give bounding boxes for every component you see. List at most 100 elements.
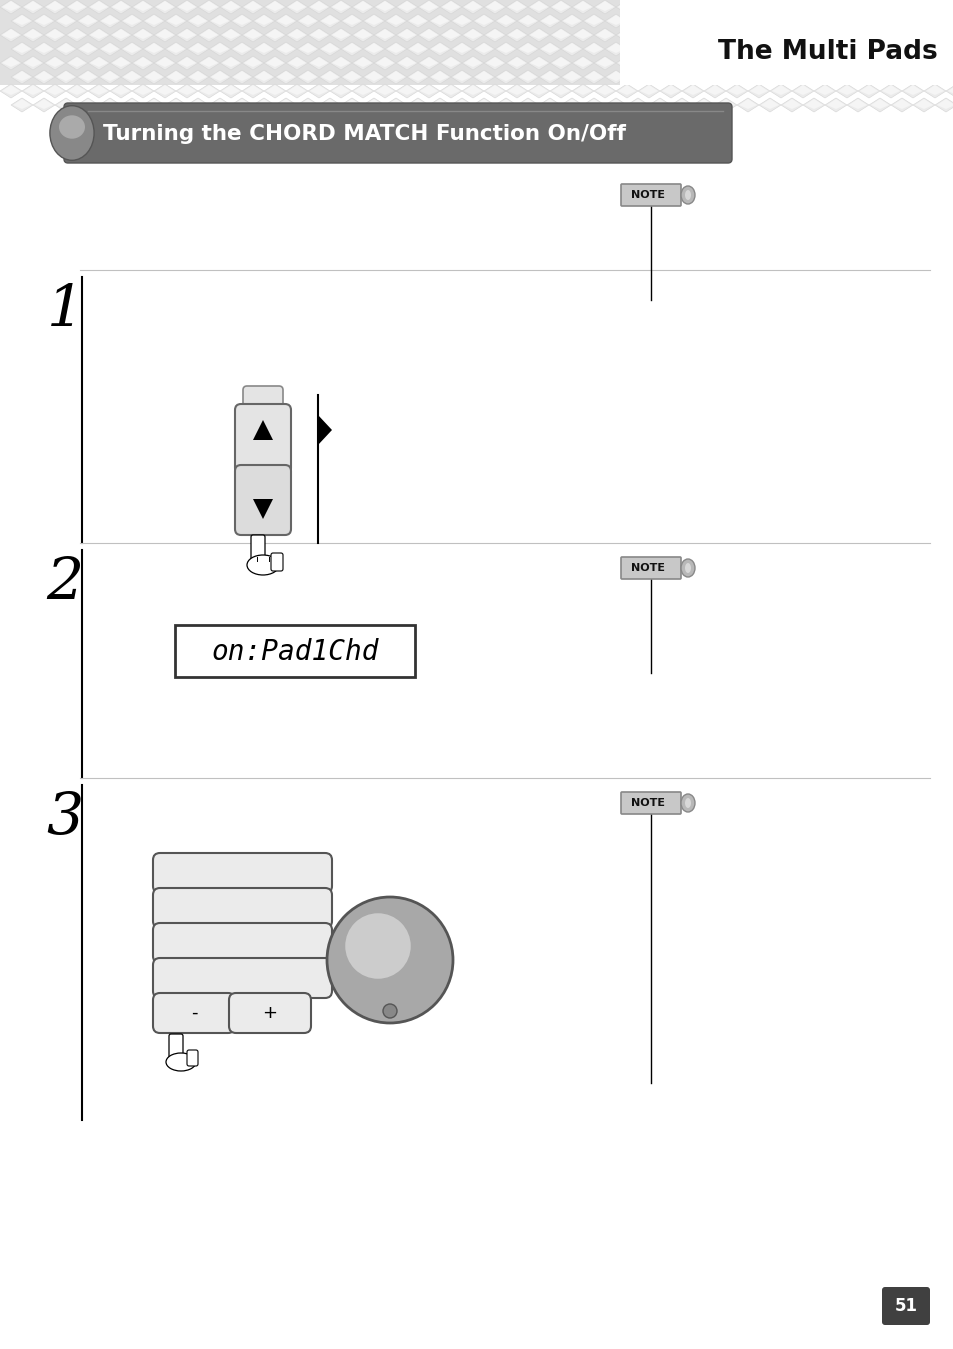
Polygon shape	[781, 98, 802, 112]
Polygon shape	[890, 42, 912, 57]
Polygon shape	[13, 71, 30, 81]
Polygon shape	[276, 98, 294, 109]
Polygon shape	[318, 98, 340, 112]
Polygon shape	[121, 13, 143, 28]
Polygon shape	[0, 57, 22, 70]
Polygon shape	[187, 13, 209, 28]
Polygon shape	[892, 98, 910, 109]
Polygon shape	[518, 98, 537, 109]
Polygon shape	[133, 57, 152, 67]
Polygon shape	[747, 84, 769, 98]
Polygon shape	[703, 84, 725, 98]
Polygon shape	[451, 70, 473, 84]
Polygon shape	[167, 71, 185, 81]
Bar	[0, 0, 953, 85]
FancyBboxPatch shape	[152, 923, 332, 963]
Polygon shape	[22, 84, 44, 98]
Polygon shape	[859, 28, 877, 39]
Polygon shape	[220, 57, 242, 70]
Polygon shape	[286, 28, 308, 42]
Polygon shape	[429, 98, 451, 112]
Polygon shape	[22, 28, 44, 42]
Polygon shape	[374, 28, 395, 42]
FancyBboxPatch shape	[620, 557, 680, 579]
Polygon shape	[791, 0, 813, 13]
Polygon shape	[868, 98, 890, 112]
Polygon shape	[582, 13, 604, 28]
Polygon shape	[288, 57, 306, 67]
Polygon shape	[198, 28, 220, 42]
Polygon shape	[0, 0, 22, 13]
Polygon shape	[540, 15, 558, 26]
Polygon shape	[681, 0, 703, 13]
Polygon shape	[254, 98, 273, 109]
Text: 1: 1	[47, 282, 84, 339]
Polygon shape	[189, 98, 207, 109]
Polygon shape	[209, 13, 231, 28]
Polygon shape	[638, 0, 659, 13]
Polygon shape	[88, 28, 110, 42]
Polygon shape	[121, 98, 143, 112]
Polygon shape	[365, 15, 382, 26]
Polygon shape	[802, 42, 824, 57]
Polygon shape	[791, 84, 813, 98]
Polygon shape	[626, 70, 648, 84]
Polygon shape	[68, 1, 86, 11]
Polygon shape	[178, 85, 195, 94]
Polygon shape	[947, 1, 953, 11]
Polygon shape	[132, 0, 153, 13]
Polygon shape	[332, 85, 350, 94]
Polygon shape	[156, 57, 173, 67]
Polygon shape	[254, 15, 273, 26]
Polygon shape	[552, 1, 569, 11]
Polygon shape	[925, 1, 943, 11]
Polygon shape	[791, 57, 813, 70]
Polygon shape	[945, 0, 953, 13]
Polygon shape	[463, 28, 481, 39]
Polygon shape	[527, 28, 550, 42]
Polygon shape	[594, 84, 616, 98]
Polygon shape	[461, 84, 483, 98]
Ellipse shape	[166, 1054, 195, 1071]
Polygon shape	[574, 85, 592, 94]
Polygon shape	[846, 13, 868, 28]
Polygon shape	[200, 1, 218, 11]
Polygon shape	[77, 42, 99, 57]
Polygon shape	[320, 71, 338, 81]
Polygon shape	[187, 42, 209, 57]
Text: -: -	[191, 1004, 197, 1023]
Circle shape	[382, 1004, 396, 1018]
Polygon shape	[497, 15, 515, 26]
Polygon shape	[650, 15, 668, 26]
Polygon shape	[717, 43, 734, 53]
Polygon shape	[507, 85, 525, 94]
Polygon shape	[145, 43, 163, 53]
Polygon shape	[596, 1, 614, 11]
Polygon shape	[35, 43, 53, 53]
Polygon shape	[727, 85, 745, 94]
Polygon shape	[354, 1, 372, 11]
Polygon shape	[912, 13, 934, 28]
Polygon shape	[760, 71, 779, 81]
Polygon shape	[639, 85, 658, 94]
Polygon shape	[936, 71, 953, 81]
Polygon shape	[507, 57, 525, 67]
Polygon shape	[397, 85, 416, 94]
Polygon shape	[308, 0, 330, 13]
Polygon shape	[143, 13, 165, 28]
Polygon shape	[165, 98, 187, 112]
Polygon shape	[727, 57, 745, 67]
Polygon shape	[661, 28, 679, 39]
Polygon shape	[308, 28, 330, 42]
Polygon shape	[417, 84, 439, 98]
Polygon shape	[659, 28, 681, 42]
Polygon shape	[66, 57, 88, 70]
Polygon shape	[616, 57, 638, 70]
Text: 2: 2	[47, 554, 84, 611]
Polygon shape	[793, 28, 811, 39]
Polygon shape	[903, 85, 921, 94]
Polygon shape	[419, 57, 437, 67]
Polygon shape	[354, 57, 372, 67]
Polygon shape	[461, 0, 483, 13]
FancyBboxPatch shape	[229, 993, 311, 1033]
